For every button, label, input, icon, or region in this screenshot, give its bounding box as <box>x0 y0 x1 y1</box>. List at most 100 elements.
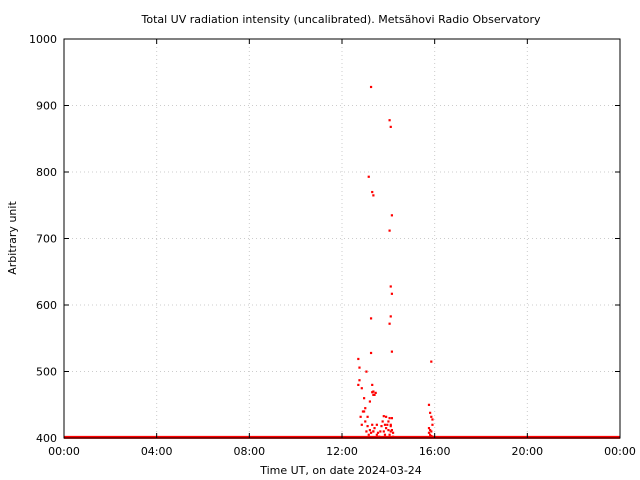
data-point <box>372 393 375 396</box>
y-tick-label: 700 <box>36 233 57 246</box>
data-point <box>375 433 378 436</box>
data-point <box>430 435 433 438</box>
data-point <box>369 351 373 355</box>
data-point <box>389 315 392 318</box>
data-point <box>385 415 388 418</box>
grid <box>64 39 620 438</box>
data-point <box>382 415 385 418</box>
data-point <box>367 175 370 178</box>
data-point <box>378 435 381 438</box>
data-point <box>365 430 368 433</box>
data-point <box>427 403 431 406</box>
y-tick-label: 900 <box>36 100 57 113</box>
data-point <box>388 229 391 232</box>
data-point <box>369 431 373 434</box>
data-point <box>372 194 375 197</box>
data-point <box>373 427 376 430</box>
data-point <box>380 425 383 428</box>
data-point <box>366 425 369 428</box>
data-point <box>389 425 392 428</box>
data-point <box>366 415 369 418</box>
data-point <box>364 420 367 423</box>
data-point <box>358 366 361 369</box>
data-point <box>390 350 394 353</box>
data-point <box>364 407 367 410</box>
x-axis-label: Time UT, on date 2024-03-24 <box>259 464 422 477</box>
x-tick-label: 20:00 <box>511 445 543 458</box>
x-tick-label: 08:00 <box>233 445 265 458</box>
data-point <box>369 85 373 89</box>
data-point <box>387 420 390 423</box>
data-point <box>431 418 434 421</box>
data-point <box>371 190 374 194</box>
data-point <box>391 431 395 434</box>
data-point <box>431 435 434 438</box>
data-point <box>388 417 391 420</box>
data-point <box>430 360 433 363</box>
data-point <box>363 397 366 400</box>
data-point <box>389 423 392 426</box>
data-point <box>430 415 433 418</box>
y-tick-label: 600 <box>36 299 57 312</box>
data-point <box>386 423 389 426</box>
data-point <box>390 292 394 295</box>
data-point <box>427 431 431 434</box>
data-point <box>383 433 387 436</box>
data-point <box>388 433 391 436</box>
data-point <box>390 417 394 420</box>
data-point <box>358 379 361 382</box>
data-point <box>388 119 391 122</box>
data-point <box>371 383 374 386</box>
x-tick-label: 16:00 <box>419 445 451 458</box>
data-point <box>390 429 394 432</box>
data-point <box>427 427 431 430</box>
data-point <box>363 410 366 413</box>
x-tick-label: 12:00 <box>326 445 358 458</box>
data-point <box>382 430 385 433</box>
chart-title: Total UV radiation intensity (uncalibrat… <box>141 13 541 26</box>
data-point <box>385 427 388 430</box>
data-point <box>431 423 434 426</box>
data-point <box>360 423 363 426</box>
data-point <box>357 357 360 361</box>
data-point <box>368 429 371 432</box>
data-point <box>360 387 363 390</box>
data-point <box>391 435 395 438</box>
data-point <box>371 391 374 394</box>
x-tick-label: 04:00 <box>141 445 173 458</box>
y-tick-label: 400 <box>36 432 57 445</box>
data-point <box>367 433 370 436</box>
data-point <box>374 391 377 394</box>
data-point <box>371 423 374 426</box>
data-point <box>373 393 376 396</box>
data-point <box>369 317 373 320</box>
y-tick-label: 500 <box>36 366 57 379</box>
data-point <box>383 423 387 426</box>
data-point <box>389 125 392 128</box>
data-point <box>389 430 392 433</box>
data-point <box>357 383 360 386</box>
data-point <box>379 430 382 433</box>
data-point <box>389 285 392 288</box>
data-point <box>375 423 378 426</box>
data-point <box>372 430 375 433</box>
x-tick-label: 00:00 <box>604 445 636 458</box>
data-point <box>429 429 432 432</box>
data-point <box>359 415 362 418</box>
data-point <box>368 400 371 403</box>
data-point <box>365 370 368 373</box>
data-point <box>429 411 432 414</box>
data-point <box>381 420 384 423</box>
y-tick-label: 800 <box>36 166 57 179</box>
data-point <box>372 390 375 393</box>
x-tick-label: 00:00 <box>48 445 80 458</box>
y-tick-label: 1000 <box>29 33 57 46</box>
axis-ticks: 00:00 04:00 08:00 12:00 16:00 20:00 00:0040050… <box>29 33 636 458</box>
data-point <box>387 429 390 432</box>
data-point <box>388 322 391 325</box>
data-point <box>430 430 433 433</box>
data-points <box>64 85 620 439</box>
data-point <box>376 431 380 434</box>
data-point <box>390 214 394 217</box>
